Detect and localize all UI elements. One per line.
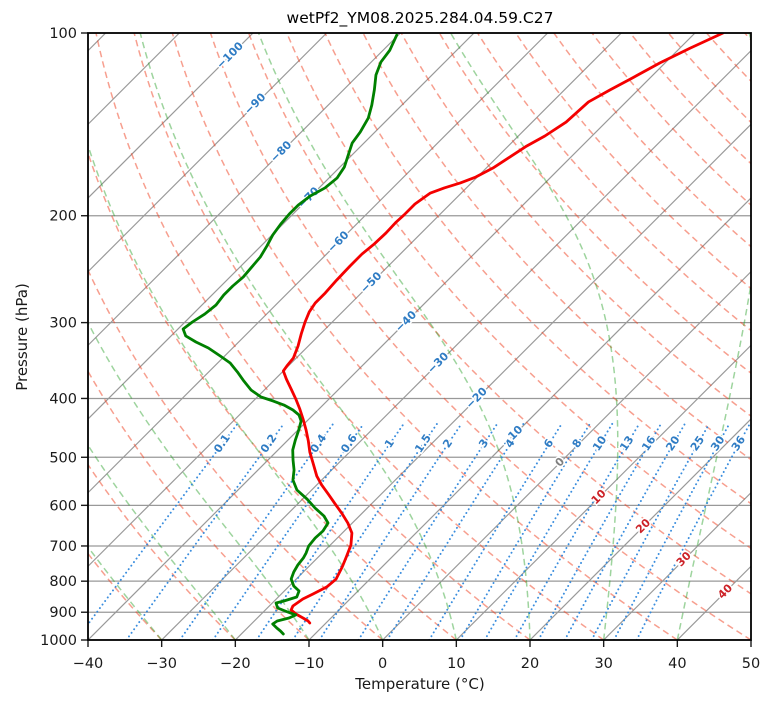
mixing-ratio-label: 16 xyxy=(639,433,659,453)
mixing-ratio-label: 10 xyxy=(590,433,610,453)
y-tick-label: 900 xyxy=(49,605,77,621)
y-tick-label: 1000 xyxy=(40,633,77,649)
y-tick-label: 300 xyxy=(49,316,77,332)
mixing-ratio-label: 2 xyxy=(440,437,455,451)
y-axis-title: Pressure (hPa) xyxy=(13,283,31,391)
moist-adiabat-lines xyxy=(88,33,751,640)
mixing-ratio-label: 3 xyxy=(476,437,491,451)
mixing-ratio-label: 20 xyxy=(663,433,683,453)
pressure-gridlines xyxy=(88,33,751,640)
y-tick-label: 400 xyxy=(49,391,77,407)
mixing-ratio-label: 1.5 xyxy=(412,432,434,455)
y-tick-label: 700 xyxy=(49,539,77,555)
y-axis: 100 200 300 400 500 600 700 800 900 1000 xyxy=(40,26,88,649)
x-tick-label: 10 xyxy=(447,656,465,672)
y-tick-label: 800 xyxy=(49,574,77,590)
mixing-ratio-label: 36 xyxy=(729,433,749,453)
x-tick-label: 30 xyxy=(594,656,612,672)
dry-adiabat-lines xyxy=(88,33,751,640)
x-tick-label: 40 xyxy=(668,656,686,672)
x-axis-title: Temperature (°C) xyxy=(354,675,484,693)
chart-title: wetPf2_YM08.2025.284.04.59.C27 xyxy=(287,9,554,28)
y-tick-label: 200 xyxy=(49,209,77,225)
y-tick-label: 500 xyxy=(49,450,77,466)
plot-border xyxy=(87,32,752,641)
y-tick-label: 100 xyxy=(49,26,77,42)
mixing-ratio-label: 30 xyxy=(708,433,728,453)
mixing-ratio-label: 8 xyxy=(570,437,585,451)
mixing-ratio-label: 13 xyxy=(617,433,636,453)
x-tick-label: −30 xyxy=(146,656,177,672)
x-tick-label: −40 xyxy=(73,656,104,672)
x-tick-label: 0 xyxy=(378,656,387,672)
x-tick-label: −20 xyxy=(220,656,251,672)
y-tick-label: 600 xyxy=(49,498,77,514)
mixing-ratio-lines xyxy=(88,422,751,640)
isotherm-lines xyxy=(88,33,751,640)
temperature-curve xyxy=(281,33,725,625)
x-tick-label: 50 xyxy=(742,656,760,672)
mixing-ratio-label: 25 xyxy=(688,433,707,453)
x-tick-label: 20 xyxy=(521,656,539,672)
dewpoint-curve xyxy=(181,33,399,636)
plot-generated-content: −100−90−80−70−60−50−40−30−20−10010203040… xyxy=(40,26,760,672)
x-axis: −40 −30 −20 −10 0 10 20 30 40 50 xyxy=(73,640,760,672)
plot-area: −100−90−80−70−60−50−40−30−20−10010203040… xyxy=(88,33,751,640)
mixing-ratio-label: 0.6 xyxy=(338,431,360,455)
x-tick-label: −10 xyxy=(294,656,325,672)
mixing-ratio-label: 1 xyxy=(382,437,397,451)
mixing-ratio-label: 6 xyxy=(541,436,556,450)
